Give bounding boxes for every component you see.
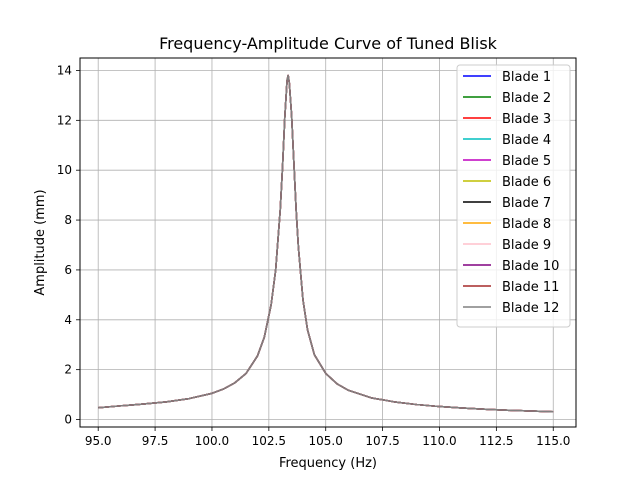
legend-label: Blade 1 bbox=[502, 70, 551, 85]
x-tick-label: 107.5 bbox=[365, 434, 399, 448]
y-tick-label: 10 bbox=[57, 163, 72, 177]
legend-label: Blade 10 bbox=[502, 259, 559, 274]
series-lines bbox=[98, 74, 554, 413]
legend-frame bbox=[456, 64, 571, 328]
x-tick-label: 115.0 bbox=[536, 434, 570, 448]
legend-label: Blade 8 bbox=[502, 217, 551, 232]
x-tick-label: 112.5 bbox=[479, 434, 513, 448]
legend-label: Blade 12 bbox=[502, 301, 559, 316]
y-tick-label: 6 bbox=[64, 263, 72, 277]
legend-label: Blade 6 bbox=[502, 175, 551, 190]
x-tick-label: 95.0 bbox=[85, 434, 112, 448]
x-axis-label: Frequency (Hz) bbox=[279, 456, 377, 471]
legend-label: Blade 4 bbox=[502, 133, 551, 148]
legend-label: Blade 9 bbox=[502, 238, 551, 253]
legend-label: Blade 11 bbox=[502, 280, 559, 295]
legend: Blade 1 Blade 2 Blade 3 Blade 4 Blade 5 Blade… bbox=[456, 64, 571, 328]
axis-ticks: 95.0 97.5 100.0 102.5 105.0 107.5 110.0 112.5 11… bbox=[57, 63, 571, 448]
x-tick-label: 97.5 bbox=[142, 434, 169, 448]
chart-title: Frequency-Amplitude Curve of Tuned Blisk bbox=[159, 34, 498, 53]
y-tick-label: 4 bbox=[64, 313, 72, 327]
y-tick-label: 12 bbox=[57, 113, 72, 127]
x-tick-label: 102.5 bbox=[252, 434, 286, 448]
series-line bbox=[98, 74, 554, 413]
x-tick-label: 110.0 bbox=[422, 434, 456, 448]
legend-label: Blade 5 bbox=[502, 154, 551, 169]
x-tick-label: 105.0 bbox=[309, 434, 343, 448]
y-tick-label: 2 bbox=[64, 363, 72, 377]
y-axis-label: Amplitude (mm) bbox=[33, 189, 48, 295]
axes-frame bbox=[79, 57, 577, 428]
legend-label: Blade 7 bbox=[502, 196, 551, 211]
y-tick-label: 8 bbox=[64, 213, 72, 227]
legend-label: Blade 3 bbox=[502, 112, 551, 127]
y-tick-label: 0 bbox=[64, 413, 72, 427]
x-tick-label: 100.0 bbox=[195, 434, 229, 448]
y-tick-label: 14 bbox=[57, 63, 72, 77]
legend-label: Blade 2 bbox=[502, 91, 551, 106]
